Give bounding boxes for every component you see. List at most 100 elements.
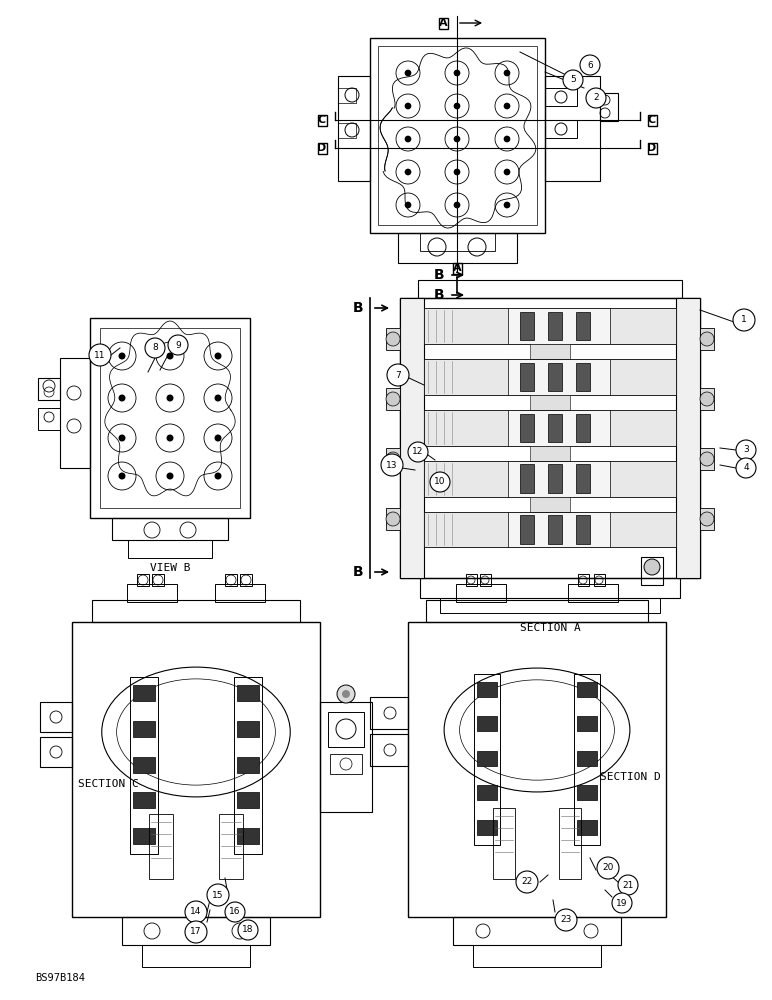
Bar — [577, 716, 597, 731]
Text: 6: 6 — [587, 60, 593, 70]
Bar — [530, 446, 570, 461]
Circle shape — [337, 685, 355, 703]
Bar — [520, 312, 534, 340]
Circle shape — [185, 921, 207, 943]
Bar — [424, 512, 508, 547]
Circle shape — [736, 458, 756, 478]
Text: 13: 13 — [386, 460, 398, 470]
Bar — [545, 88, 577, 106]
Text: 15: 15 — [212, 890, 224, 900]
Circle shape — [118, 353, 126, 360]
Bar — [38, 378, 60, 400]
Bar — [574, 674, 600, 845]
Circle shape — [503, 136, 510, 142]
Bar — [530, 497, 570, 512]
Circle shape — [405, 202, 411, 208]
Bar — [398, 233, 517, 263]
Bar — [676, 298, 700, 578]
Bar — [700, 508, 714, 530]
Text: 18: 18 — [242, 926, 254, 934]
Bar — [370, 734, 408, 766]
Bar — [424, 308, 676, 344]
Bar — [317, 114, 327, 125]
Bar — [386, 388, 400, 410]
Bar — [424, 461, 676, 497]
Circle shape — [555, 909, 577, 931]
Bar — [700, 328, 714, 350]
Circle shape — [118, 434, 126, 442]
Circle shape — [381, 454, 403, 476]
Text: SECTION C: SECTION C — [78, 779, 139, 789]
Bar — [386, 448, 400, 470]
Bar — [215, 584, 265, 602]
Bar — [370, 38, 545, 233]
Bar — [424, 512, 676, 547]
Bar — [137, 574, 149, 586]
Bar — [408, 622, 666, 917]
Bar — [152, 574, 164, 586]
Circle shape — [386, 392, 400, 406]
Bar — [641, 557, 663, 585]
Circle shape — [503, 202, 510, 208]
Text: 2: 2 — [593, 94, 599, 103]
Bar — [610, 308, 676, 344]
Text: 1: 1 — [741, 316, 747, 324]
Bar — [420, 578, 680, 598]
Bar — [378, 46, 537, 225]
Bar — [548, 312, 562, 340]
Bar — [440, 598, 660, 613]
Circle shape — [408, 442, 428, 462]
Circle shape — [167, 353, 174, 360]
Text: 19: 19 — [616, 898, 628, 908]
Bar — [219, 814, 243, 879]
Circle shape — [167, 473, 174, 480]
Bar — [477, 785, 497, 800]
Text: 8: 8 — [152, 344, 158, 353]
Circle shape — [612, 893, 632, 913]
Bar — [466, 574, 477, 586]
Circle shape — [454, 70, 460, 76]
Circle shape — [215, 353, 222, 360]
Bar — [700, 388, 714, 410]
Bar — [610, 512, 676, 547]
Circle shape — [387, 364, 409, 386]
Circle shape — [405, 169, 411, 175]
Bar — [576, 515, 590, 544]
Circle shape — [430, 472, 450, 492]
Bar — [400, 298, 700, 578]
Circle shape — [618, 875, 638, 895]
Bar — [386, 508, 400, 530]
Circle shape — [454, 169, 460, 175]
Bar — [576, 414, 590, 442]
Bar — [237, 721, 259, 737]
Circle shape — [516, 871, 538, 893]
Bar — [424, 308, 508, 344]
Text: C: C — [318, 115, 326, 125]
Bar — [92, 600, 300, 622]
Bar — [480, 574, 491, 586]
Circle shape — [503, 70, 510, 76]
Bar — [568, 584, 618, 602]
Bar — [400, 298, 424, 578]
Circle shape — [454, 103, 460, 109]
Bar — [240, 574, 252, 586]
Circle shape — [207, 884, 229, 906]
Bar — [424, 461, 508, 497]
Bar — [477, 682, 497, 697]
Circle shape — [118, 394, 126, 401]
Bar — [370, 697, 408, 729]
Bar — [474, 674, 500, 845]
Bar — [548, 363, 562, 391]
Circle shape — [145, 338, 165, 358]
Bar — [700, 448, 714, 470]
Circle shape — [215, 394, 222, 401]
Text: 7: 7 — [395, 370, 401, 379]
Bar — [438, 17, 448, 28]
Bar — [577, 820, 597, 835]
Bar — [122, 917, 270, 945]
Bar — [477, 716, 497, 731]
Text: SECTION D: SECTION D — [601, 772, 661, 782]
Bar — [648, 114, 656, 125]
Bar — [477, 751, 497, 766]
Bar — [72, 622, 320, 917]
